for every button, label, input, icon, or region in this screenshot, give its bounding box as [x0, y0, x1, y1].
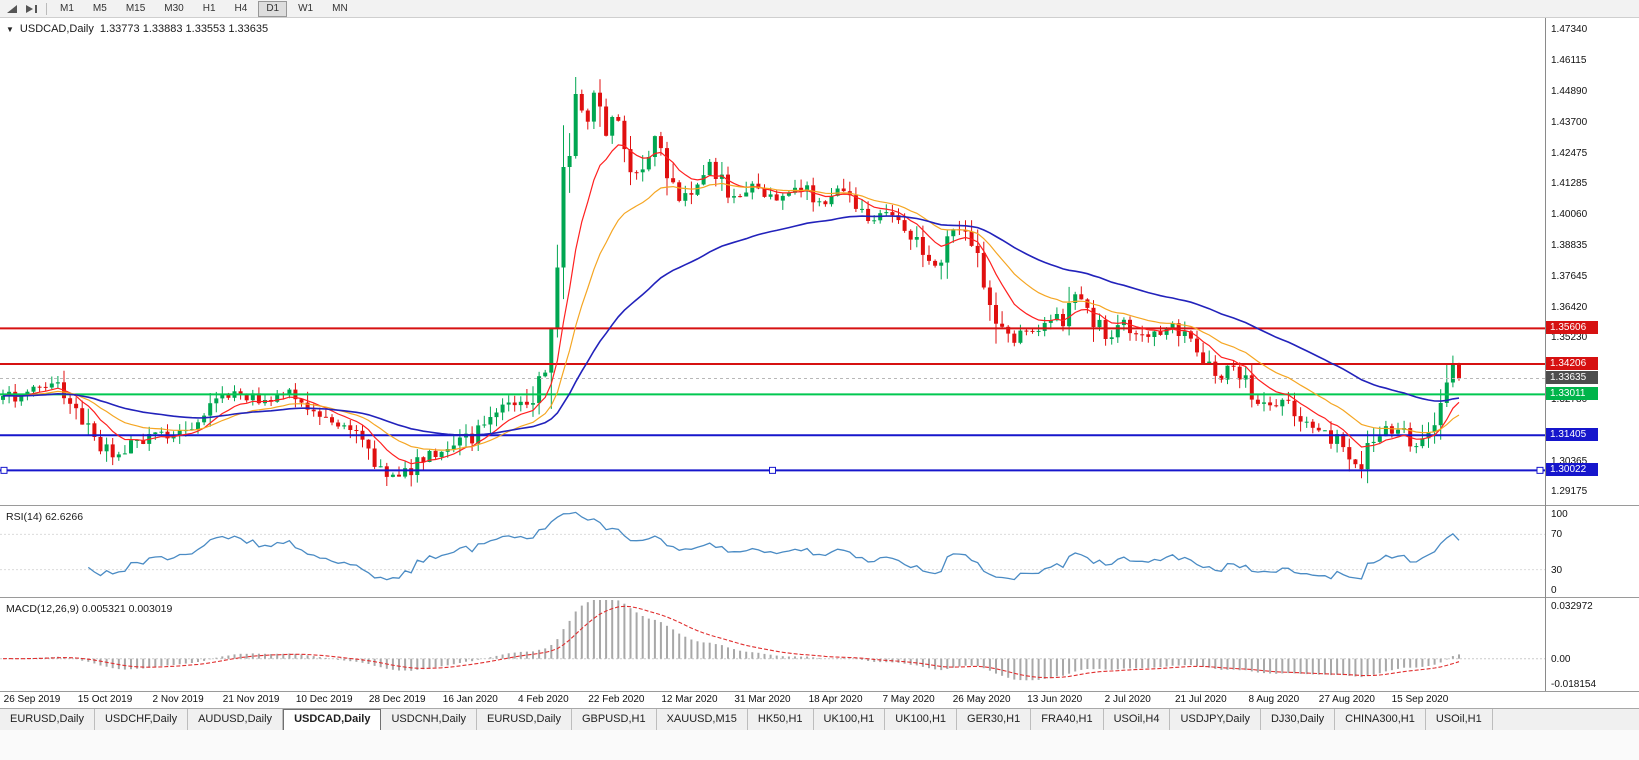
- price-axis-label: 1.30365: [1551, 455, 1588, 467]
- tab-fra40-h1[interactable]: FRA40,H1: [1031, 709, 1104, 730]
- timeframe-toolbar: M1 M5 M15 M30 H1 H4 D1 W1 MN: [0, 0, 1639, 18]
- panel-separator[interactable]: [0, 505, 1639, 506]
- timeframe-button-m30[interactable]: M30: [164, 2, 184, 14]
- tab-usdcad-daily[interactable]: USDCAD,Daily: [283, 709, 382, 730]
- panel-separator[interactable]: [0, 597, 1639, 598]
- date-axis-label: 31 Mar 2020: [734, 694, 791, 705]
- tab-usoil-h1[interactable]: USOil,H1: [1426, 709, 1493, 730]
- rsi-axis-label: 70: [1551, 529, 1563, 541]
- price-badge-1.33011: 1.33011: [1546, 387, 1598, 401]
- date-axis[interactable]: 26 Sep 2019 15 Oct 2019 2 Nov 2019 21 Nov 2…: [0, 692, 1545, 708]
- timeframe-button-h4[interactable]: H4: [234, 2, 248, 14]
- timeframe-button-m5[interactable]: M5: [92, 2, 107, 14]
- price-axis-label: 1.38835: [1551, 240, 1588, 252]
- date-axis-label: 12 Mar 2020: [661, 694, 718, 705]
- tab-eurusd-daily[interactable]: EURUSD,Daily: [0, 709, 95, 730]
- price-badge-1.34206: 1.34206: [1546, 356, 1598, 370]
- auto-scroll-icon[interactable]: [3, 2, 21, 16]
- tab-usoil-h4[interactable]: USOil,H4: [1104, 709, 1171, 730]
- date-axis-label: 16 Jan 2020: [442, 694, 498, 705]
- tab-usdchf-daily[interactable]: USDCHF,Daily: [95, 709, 189, 730]
- date-axis-label: 22 Feb 2020: [588, 694, 645, 705]
- price-axis-label: 1.41285: [1551, 177, 1588, 189]
- timeframe-button-h1[interactable]: H1: [202, 2, 216, 14]
- price-axis-label: 1.43700: [1551, 116, 1588, 128]
- date-axis-label: 21 Nov 2019: [222, 694, 280, 705]
- timeframe-button-m15[interactable]: M15: [125, 2, 146, 14]
- tab-eurusd-daily[interactable]: EURUSD,Daily: [477, 709, 572, 730]
- tab-audusd-daily[interactable]: AUDUSD,Daily: [188, 709, 284, 730]
- price-axis-label: 1.29175: [1551, 485, 1588, 497]
- price-badge-1.35606: 1.35606: [1546, 321, 1598, 335]
- tab-usdcnh-daily[interactable]: USDCNH,Daily: [381, 709, 478, 730]
- price-axis-label: 1.40060: [1551, 209, 1588, 221]
- date-axis-label: 26 May 2020: [952, 694, 1011, 705]
- price-badge-1.33635: 1.33635: [1546, 371, 1598, 385]
- panel-separator: [0, 691, 1639, 692]
- price-axis[interactable]: 1.47340 1.46115 1.44890 1.43700 1.42475 1.412…: [1546, 18, 1639, 708]
- date-axis-label: 8 Aug 2020: [1248, 694, 1300, 705]
- price-badge-1.31405: 1.31405: [1546, 428, 1598, 442]
- date-axis-label: 21 Jul 2020: [1174, 694, 1227, 705]
- macd-indicator-label: MACD(12,26,9) 0.005321 0.003019: [6, 603, 173, 615]
- macd-canvas[interactable]: [0, 600, 1545, 691]
- tab-dj30-daily[interactable]: DJ30,Daily: [1261, 709, 1336, 730]
- date-axis-label: 13 Jun 2020: [1027, 694, 1083, 705]
- macd-axis-label: 0.032972: [1551, 601, 1593, 612]
- rsi-axis-label: 100: [1551, 509, 1568, 520]
- chart-header: ▼ USDCAD,Daily 1.33773 1.33883 1.33553 1…: [6, 23, 268, 35]
- date-axis-label: 28 Dec 2019: [368, 694, 426, 705]
- tab-ger30-h1[interactable]: GER30,H1: [957, 709, 1032, 730]
- tab-hk50-h1[interactable]: HK50,H1: [748, 709, 814, 730]
- date-axis-label: 27 Aug 2020: [1318, 694, 1375, 705]
- price-axis-label: 1.44890: [1551, 86, 1588, 98]
- timeframe-buttons: M1 M5 M15 M30 H1 H4 D1 W1 MN: [52, 0, 359, 17]
- timeframe-button-mn[interactable]: MN: [332, 2, 348, 14]
- date-axis-label: 10 Dec 2019: [295, 694, 353, 705]
- rsi-axis-label: 30: [1551, 564, 1563, 576]
- price-axis-label: 1.42475: [1551, 147, 1588, 159]
- tab-uk100-h1[interactable]: UK100,H1: [885, 709, 958, 730]
- macd-axis-label: -0.018154: [1551, 679, 1597, 690]
- price-axis-label: 1.37645: [1551, 270, 1588, 282]
- price-axis-label: 1.35230: [1551, 331, 1588, 343]
- date-axis-label: 18 Apr 2020: [808, 694, 863, 705]
- chart-area: ▼ USDCAD,Daily 1.33773 1.33883 1.33553 1…: [0, 18, 1639, 708]
- toolbar-separator: [46, 2, 47, 15]
- price-badge-1.30022: 1.30022: [1546, 463, 1598, 477]
- timeframe-button-w1[interactable]: W1: [298, 2, 314, 14]
- price-axis-label: 1.47340: [1551, 23, 1588, 35]
- chart-dropdown-icon[interactable]: ▼: [6, 24, 14, 34]
- date-axis-label: 2 Nov 2019: [152, 694, 204, 705]
- date-axis-label: 4 Feb 2020: [518, 694, 569, 705]
- chart-symbol-period: USDCAD,Daily: [19, 23, 94, 35]
- price-axis-label: 1.36420: [1551, 301, 1588, 313]
- timeframe-button-d1[interactable]: D1: [258, 0, 288, 17]
- price-axis-label: 1.46115: [1551, 55, 1587, 67]
- date-axis-label: 15 Oct 2019: [77, 694, 133, 705]
- rsi-indicator-label: RSI(14) 62.6266: [6, 511, 84, 523]
- timeframe-button-m1[interactable]: M1: [60, 2, 74, 14]
- chart-ohlc-values: 1.33773 1.33883 1.33553 1.33635: [99, 23, 269, 35]
- rsi-axis-label: 0: [1551, 585, 1557, 596]
- tab-xauusd-m15[interactable]: XAUUSD,M15: [657, 709, 748, 730]
- chart-tabs: EURUSD,Daily USDCHF,Daily AUDUSD,Daily USDC…: [0, 708, 1639, 730]
- price-chart-canvas[interactable]: [0, 18, 1545, 505]
- price-axis-border: [1545, 18, 1546, 691]
- tab-uk100-h1[interactable]: UK100,H1: [814, 709, 886, 730]
- tab-china300-h1[interactable]: CHINA300,H1: [1335, 709, 1426, 730]
- chart-shift-icon[interactable]: [22, 2, 40, 16]
- bottom-filler: [0, 730, 1639, 760]
- date-axis-label: 26 Sep 2019: [3, 694, 61, 705]
- tab-gbpusd-h1[interactable]: GBPUSD,H1: [572, 709, 657, 730]
- macd-axis-label: 0.00: [1551, 653, 1571, 665]
- date-axis-label: 7 May 2020: [882, 694, 935, 705]
- tab-usdjpy-daily[interactable]: USDJPY,Daily: [1170, 709, 1261, 730]
- rsi-canvas[interactable]: [0, 508, 1545, 596]
- date-axis-label: 2 Jul 2020: [1104, 694, 1151, 705]
- date-axis-label: 15 Sep 2020: [1391, 694, 1449, 705]
